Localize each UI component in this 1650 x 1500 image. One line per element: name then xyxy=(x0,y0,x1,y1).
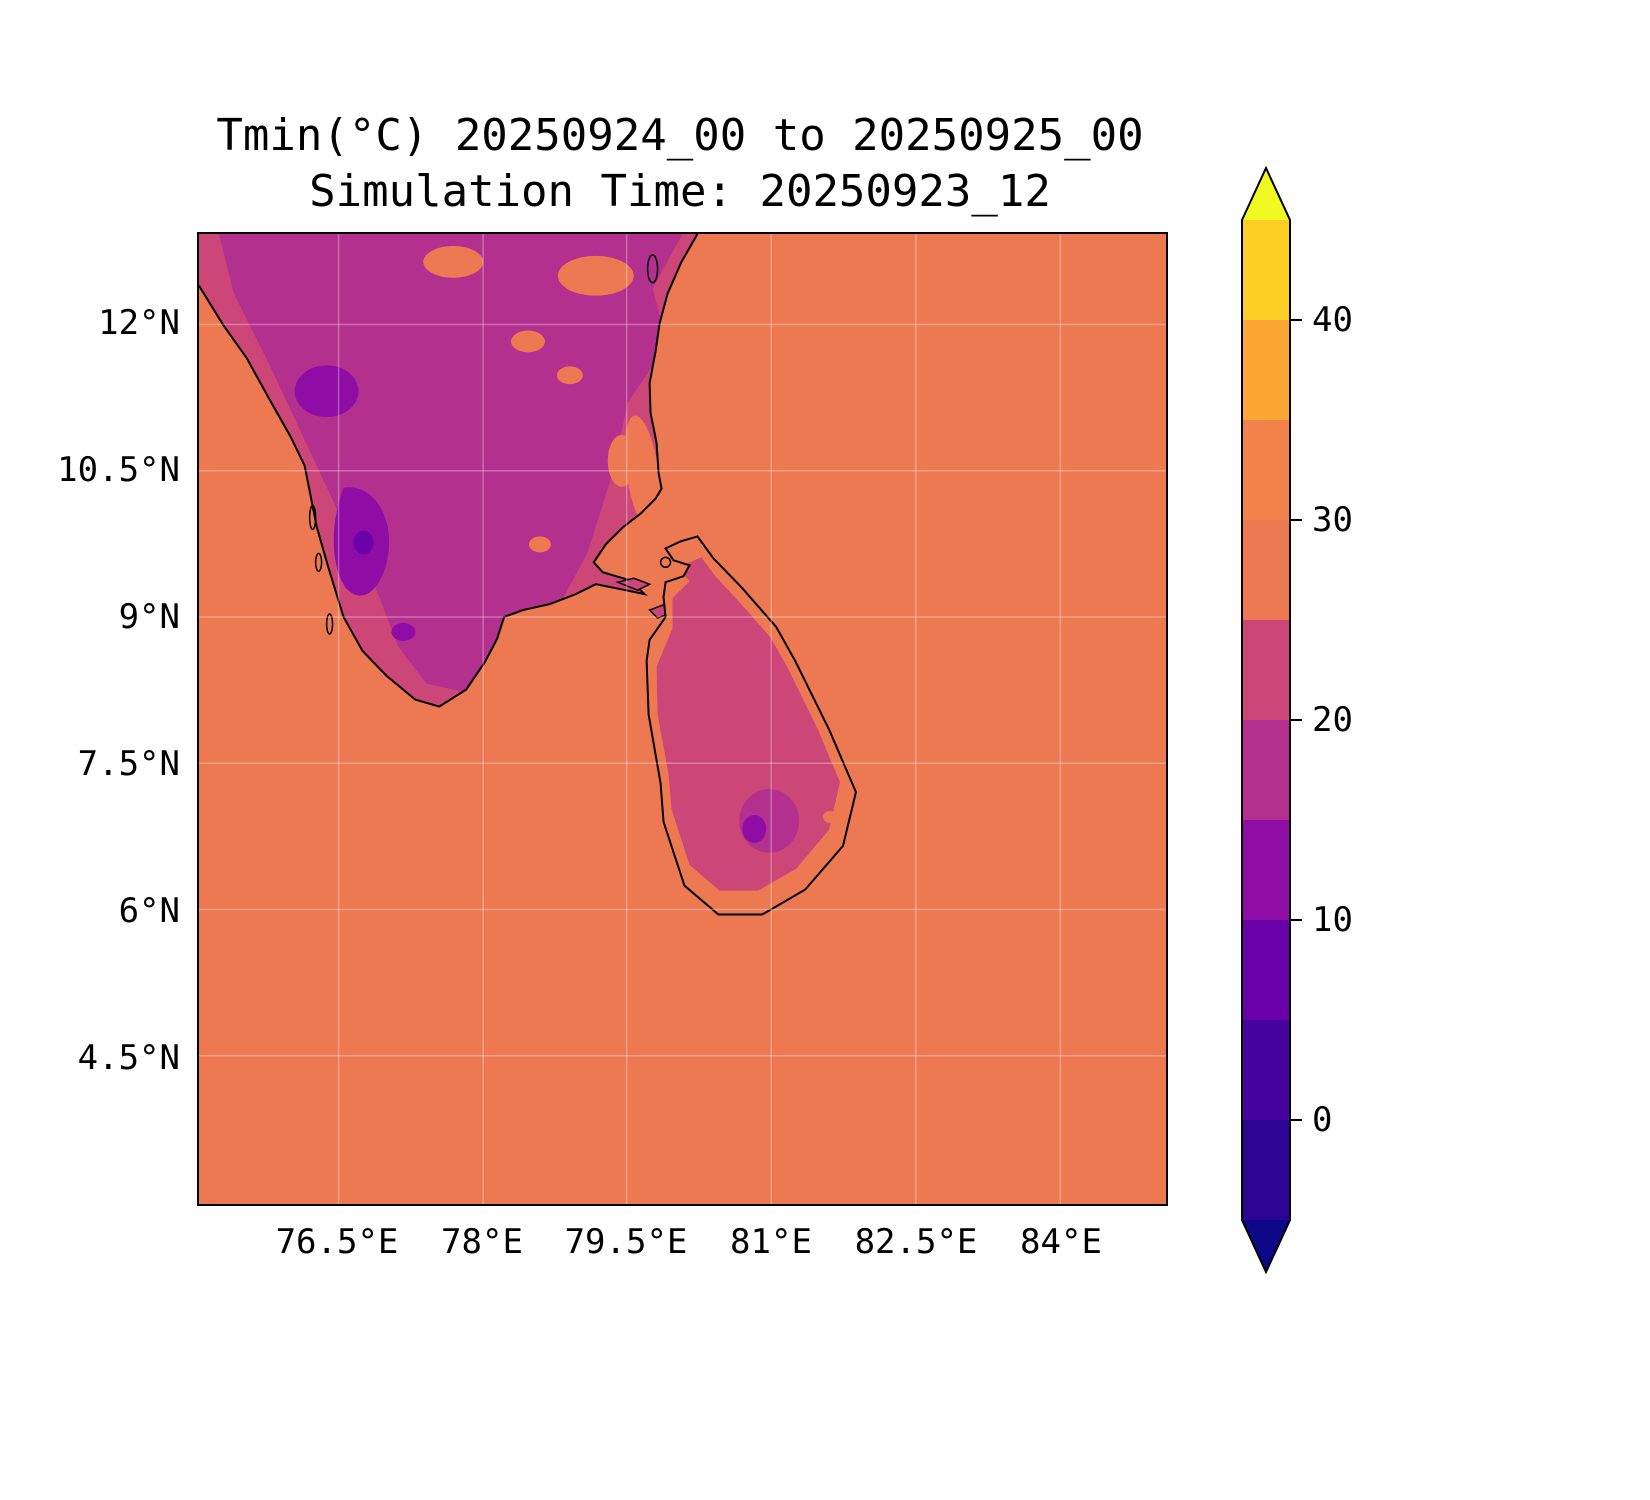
y-tick-label-4-5n: 4.5°N xyxy=(77,1038,180,1078)
map-plot-area xyxy=(197,232,1168,1206)
colorbar-bands xyxy=(1242,220,1290,1220)
colorbar-tick-label-30: 30 xyxy=(1312,500,1353,540)
warm-patch-6 xyxy=(528,536,551,553)
rameswaram-island xyxy=(615,577,652,591)
sri-lanka-highland-cold-dot xyxy=(742,815,767,843)
sri-lanka-warm-dot xyxy=(823,811,838,823)
colorbar-tick-label-10: 10 xyxy=(1312,900,1353,940)
warm-patch-3 xyxy=(511,330,545,353)
warm-patch-1 xyxy=(423,245,484,278)
x-tick-label-82-5e: 82.5°E xyxy=(854,1222,978,1262)
colorbar-tick-label-20: 20 xyxy=(1312,700,1353,740)
nilgiri-cold-patch xyxy=(294,365,359,418)
x-tick-label-84e: 84°E xyxy=(1020,1222,1102,1262)
kerala-lagoon-3 xyxy=(325,613,334,635)
warm-patch-2 xyxy=(557,255,634,296)
y-tick-label-12n: 12°N xyxy=(98,303,180,343)
x-tick-label-79-5e: 79.5°E xyxy=(564,1222,688,1262)
colorbar-tick-label-40: 40 xyxy=(1312,300,1353,340)
x-tick-label-76-5e: 76.5°E xyxy=(275,1222,399,1262)
pulicat-lagoon xyxy=(646,254,659,284)
india-coastline xyxy=(199,234,699,708)
india-interior-cool-region xyxy=(218,234,683,692)
x-tick-label-81e: 81°E xyxy=(730,1222,812,1262)
kerala-lagoon-2 xyxy=(314,552,323,573)
sri-lanka-landmass xyxy=(645,535,858,916)
colorbar-under-arrow xyxy=(1242,1220,1290,1272)
kerala-lagoon-1 xyxy=(308,504,317,531)
y-tick-label-7-5n: 7.5°N xyxy=(77,744,180,784)
colorbar-tick-label-0: 0 xyxy=(1312,1100,1333,1140)
south-hill-cold-patch xyxy=(391,622,416,641)
title-block: Tmin(°C) 20250924_00 to 20250925_00 Simu… xyxy=(160,108,1200,220)
warm-patch-4 xyxy=(556,366,583,385)
y-tick-label-6n: 6°N xyxy=(118,891,180,931)
chart-subtitle: Simulation Time: 20250923_12 xyxy=(309,166,1051,217)
x-tick-label-78e: 78°E xyxy=(441,1222,523,1262)
colorbar xyxy=(1241,165,1302,1275)
y-tick-label-10-5n: 10.5°N xyxy=(57,450,180,490)
map-svg xyxy=(199,234,1166,1204)
colorbar-ticks xyxy=(1290,319,1302,1121)
chart-title: Tmin(°C) 20250924_00 to 20250925_00 xyxy=(216,110,1144,161)
graticule xyxy=(199,234,1166,1204)
colorbar-over-arrow xyxy=(1242,168,1290,220)
y-tick-label-9n: 9°N xyxy=(118,597,180,637)
sri-lanka-coastline xyxy=(645,535,858,916)
delft-island xyxy=(659,556,672,569)
cold-core-dot xyxy=(353,530,374,555)
india-landmass xyxy=(199,234,699,708)
colorbar-outline xyxy=(1241,165,1291,1275)
